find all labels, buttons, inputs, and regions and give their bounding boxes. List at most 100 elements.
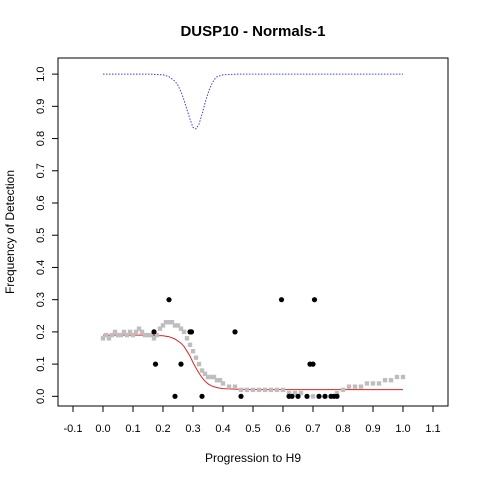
observed-point — [289, 393, 295, 399]
smoothed-point — [121, 329, 127, 335]
observed-point — [310, 361, 316, 367]
smoothed-point — [166, 320, 172, 325]
smoothed-point — [100, 336, 106, 341]
smoothed-series — [100, 320, 406, 399]
y-axis: 0.0 0.1 0.2 0.3 0.4 0.5 0.6 0.7 0.8 0.9 1.0 — [35, 66, 59, 404]
x-tick-label: 0.6 — [275, 423, 290, 435]
smoothed-point — [211, 374, 217, 380]
smoothed-point — [382, 378, 388, 383]
smoothed-point — [163, 320, 169, 325]
smoothed-point — [175, 323, 181, 328]
smoothed-point — [310, 394, 316, 399]
x-tick-label: 1.1 — [425, 423, 440, 435]
smoothed-point — [208, 374, 214, 380]
smoothed-point — [193, 355, 199, 360]
smoothed-point — [133, 329, 139, 335]
smoothed-point — [157, 326, 163, 331]
chart-title: DUSP10 - Normals-1 — [180, 23, 325, 40]
smoothed-point — [190, 349, 196, 354]
smoothed-point — [226, 384, 232, 389]
confidence-layer — [103, 73, 403, 130]
observed-point — [295, 393, 301, 399]
x-tick-label: 0.3 — [185, 423, 200, 435]
smoothed-point — [358, 384, 364, 389]
smoothed-point — [151, 336, 157, 341]
x-tick-label: 0.9 — [365, 423, 380, 435]
smoothed-point — [106, 336, 112, 341]
x-tick-label: 0.4 — [215, 423, 230, 435]
confidence-line — [103, 73, 403, 130]
observed-point — [199, 393, 205, 399]
smoothed-point — [154, 332, 160, 338]
smoothed-point — [274, 387, 280, 393]
y-tick-label: 0.1 — [35, 356, 47, 371]
observed-points — [151, 297, 340, 399]
smoothed-point — [142, 332, 148, 338]
observed-point — [232, 329, 238, 335]
smoothed-point — [394, 374, 400, 380]
x-tick-label: 0.2 — [155, 423, 170, 435]
smoothed-point — [103, 332, 109, 338]
y-tick-label: 1.0 — [35, 66, 47, 81]
observed-point — [334, 393, 340, 399]
smoothed-point — [169, 320, 175, 325]
y-tick-label: 0.3 — [35, 292, 47, 307]
observed-point — [278, 297, 285, 303]
smoothed-point — [202, 371, 208, 376]
smoothed-point — [124, 332, 130, 338]
observed-point — [172, 393, 178, 399]
observed-point — [322, 393, 328, 399]
x-axis-label: Progression to H9 — [205, 451, 301, 465]
smoothed-point — [286, 390, 292, 396]
y-tick-label: 0.8 — [35, 131, 47, 146]
y-tick-label: 0.7 — [35, 163, 47, 178]
observed-point — [178, 361, 184, 367]
smoothed-point — [172, 323, 178, 328]
smoothed-point — [112, 329, 118, 335]
smoothed-point — [370, 381, 376, 386]
y-tick-label: 0.9 — [35, 99, 47, 114]
smoothed-point — [364, 381, 370, 386]
smoothed-point — [334, 390, 340, 396]
observed-point — [188, 329, 195, 335]
smoothed-point — [217, 378, 223, 383]
smoothed-point — [136, 326, 142, 331]
smoothed-point — [232, 384, 238, 389]
observed-point — [166, 297, 172, 303]
smoothed-point — [184, 336, 190, 341]
y-tick-label: 0.2 — [35, 324, 47, 339]
x-tick-label: 0.7 — [305, 423, 320, 435]
smoothed-point — [238, 387, 244, 393]
observed-point — [304, 393, 310, 399]
smoothed-point — [388, 378, 394, 383]
observed-point — [152, 361, 159, 367]
smoothed-point — [214, 378, 220, 383]
fit-layer — [103, 334, 403, 391]
y-axis-label: Frequency of Detection — [3, 170, 17, 294]
x-tick-label: 0.8 — [335, 423, 350, 435]
smoothed-point — [118, 332, 124, 338]
smoothed-point — [199, 368, 205, 373]
smoothed-point — [220, 381, 226, 386]
smoothed-point — [400, 374, 406, 380]
smoothed-point — [268, 387, 274, 393]
smoothed-point — [205, 374, 211, 380]
smoothed-point — [376, 381, 382, 386]
x-tick-label: 0.0 — [95, 423, 110, 435]
smoothed-point — [148, 332, 154, 338]
x-tick-label: 1.0 — [395, 423, 410, 435]
smoothed-point — [298, 390, 304, 396]
smoothed-point — [145, 332, 151, 338]
x-axis: -0.1 0.0 0.1 0.2 0.3 0.4 0.5 0.6 0.7 0.8 0.9 1.0 1.1 — [64, 405, 441, 435]
smoothed-point — [187, 342, 193, 347]
smoothed-point — [292, 390, 298, 396]
y-tick-label: 0.4 — [35, 260, 47, 275]
x-tick-label: 0.5 — [245, 423, 260, 435]
observed-point — [151, 329, 157, 335]
fit-line — [103, 334, 403, 391]
x-tick-label: -0.1 — [64, 423, 83, 435]
smoothed-point — [352, 384, 358, 389]
smoothed-point — [346, 384, 352, 389]
